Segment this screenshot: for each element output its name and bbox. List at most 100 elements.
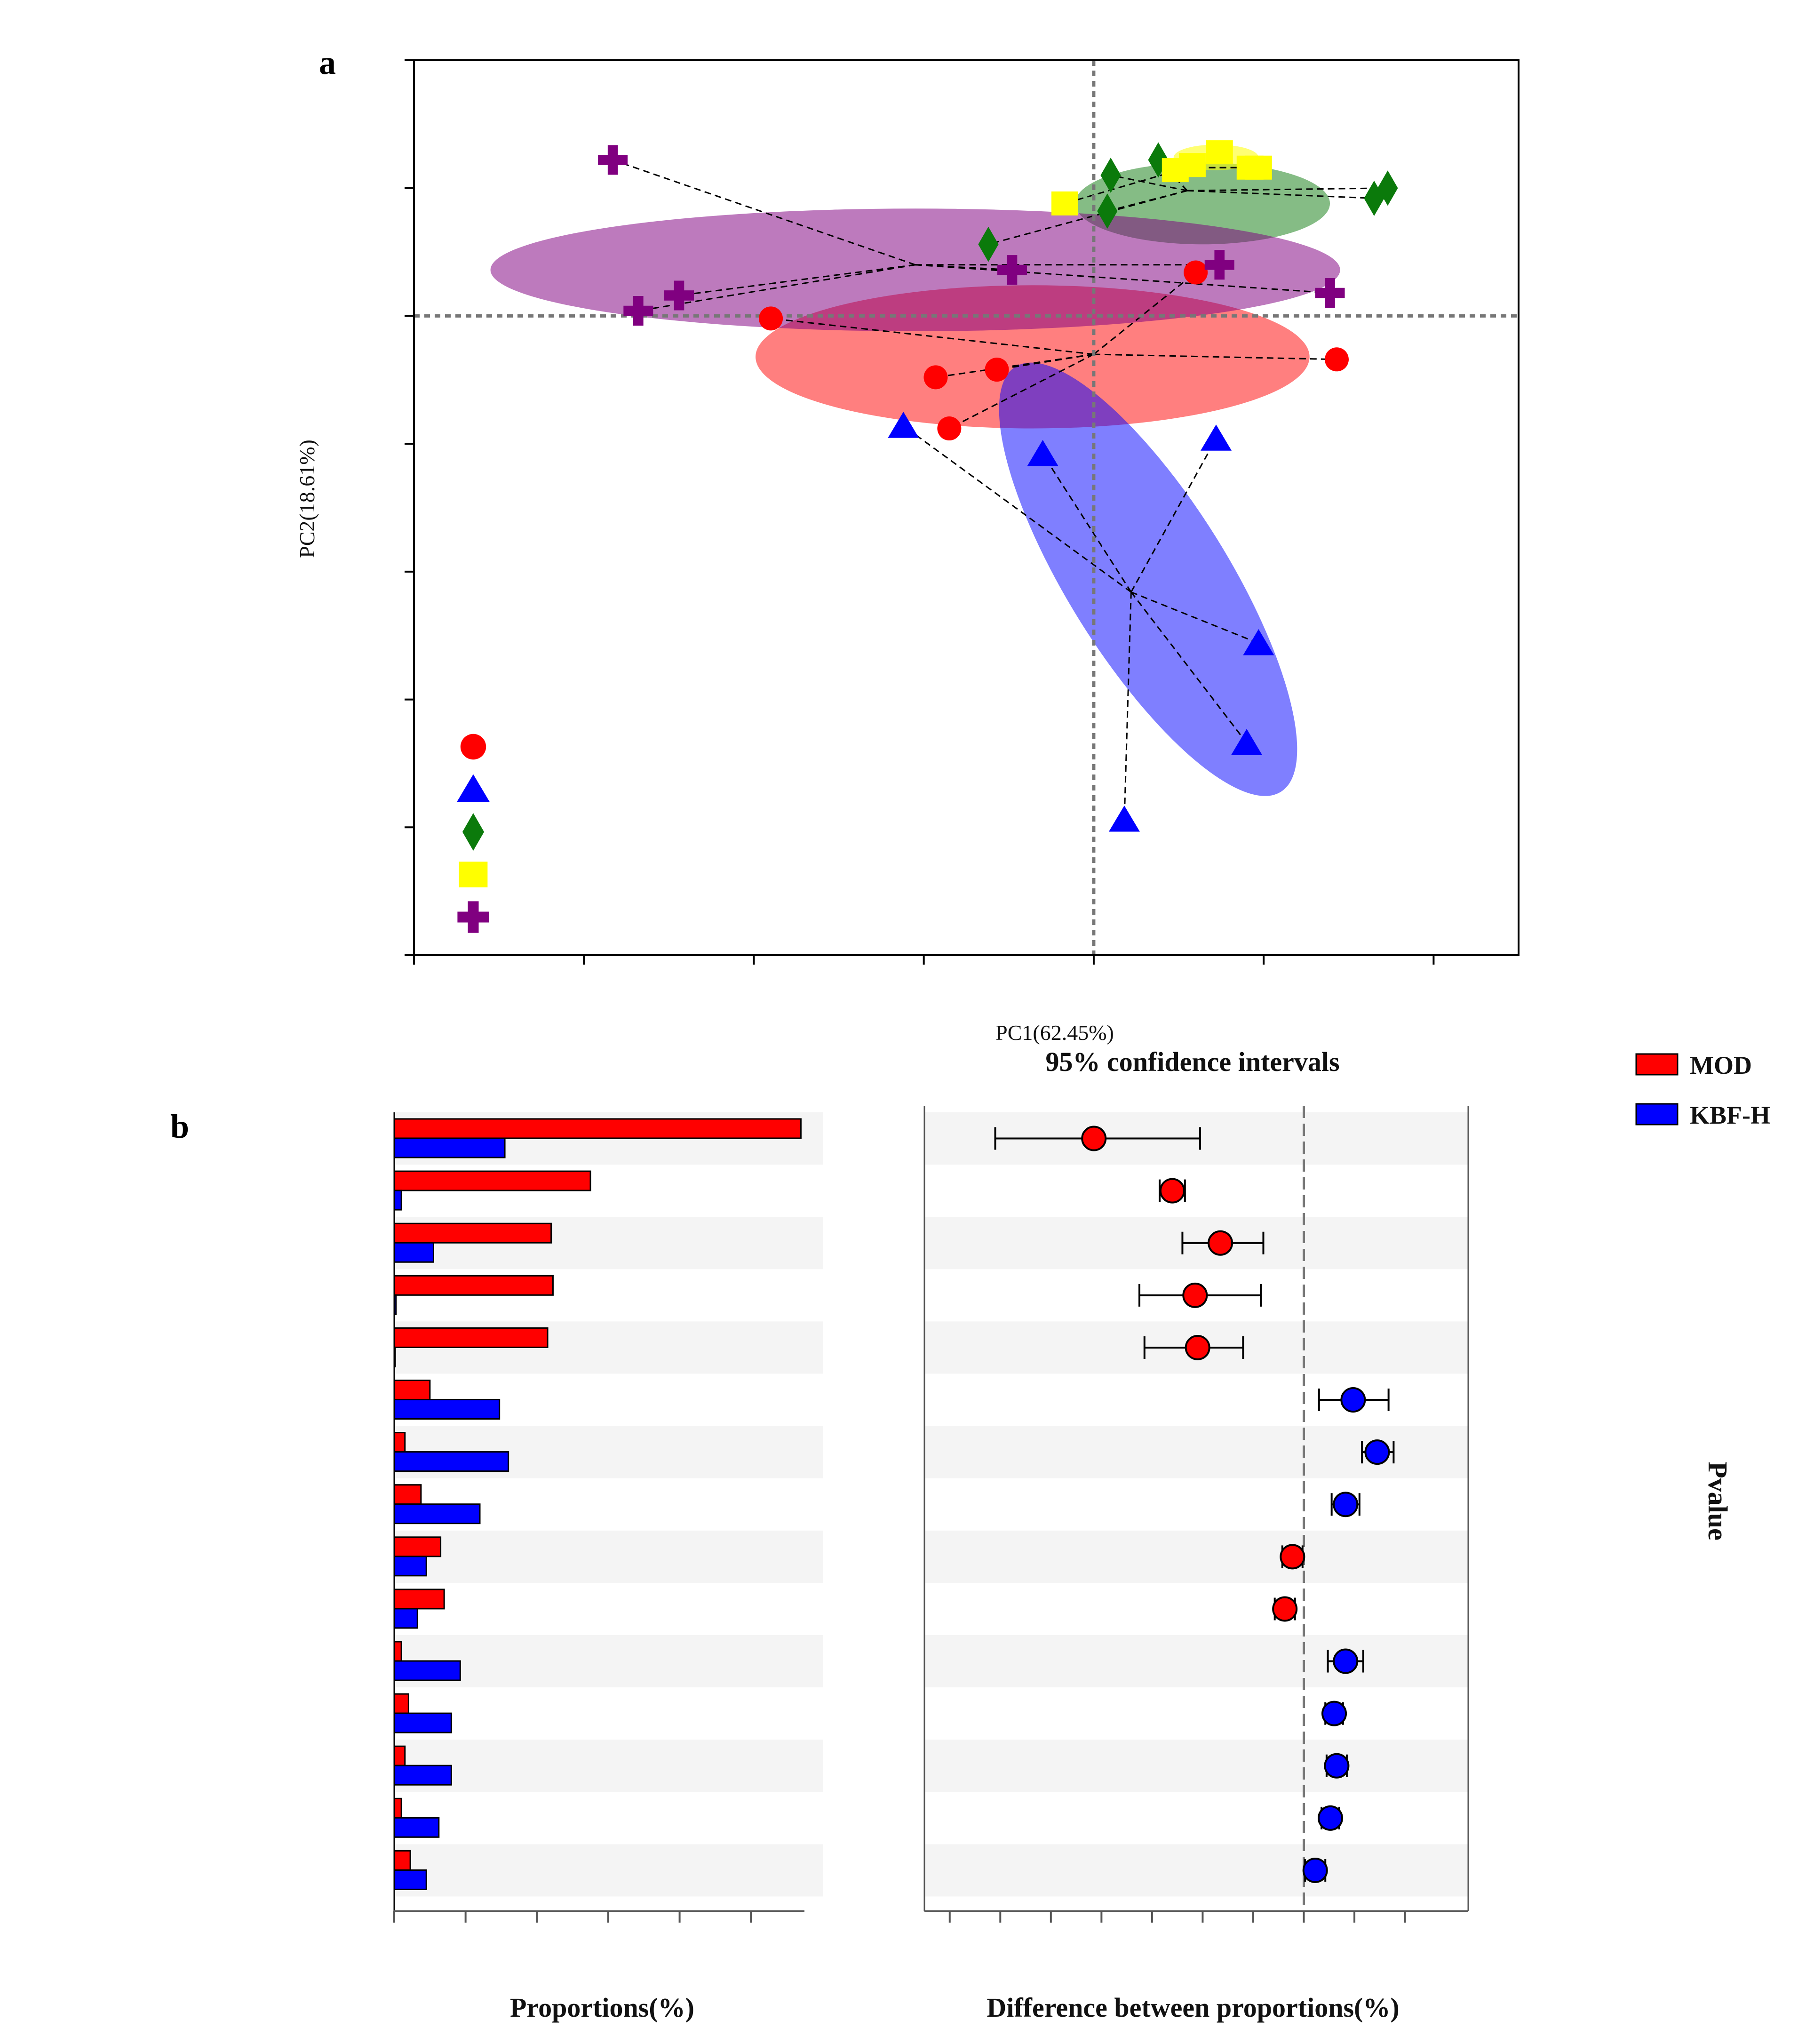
point-mod-3 — [1201, 424, 1232, 451]
point-kbf-h-1 — [598, 145, 628, 175]
spider-con-6 — [1093, 353, 1337, 360]
point-con-3 — [985, 358, 1009, 382]
point-kbf-m-6 — [1245, 155, 1272, 180]
spider-con-4 — [949, 353, 1094, 429]
bar-mod-ruminococcaceae — [393, 1484, 422, 1505]
spider-kbf-l-5 — [1187, 190, 1375, 199]
bar-mod-ucg-005 — [393, 1170, 591, 1191]
spider-mod-1 — [903, 425, 1132, 593]
bar-kbf-h-christensenellaceae-r-7-group — [393, 1556, 427, 1577]
comparison-legend: MOD KBF-H — [1635, 1051, 1770, 1129]
ci-point-ruminococcaceae — [1333, 1492, 1359, 1517]
spider-mod-3 — [1130, 438, 1217, 593]
spider-con-3 — [996, 353, 1094, 371]
proportion-axis-title: Proportions(%) — [510, 1992, 694, 2023]
bar-mod-bifidobacterium — [393, 1118, 802, 1139]
spider-kbf-l-2 — [1110, 175, 1187, 192]
ci-x-axis — [923, 1106, 1469, 1923]
ci-point-monoglobus — [1317, 1805, 1343, 1831]
spider-kbf-h-3 — [679, 264, 915, 296]
legend-kbf-h-label: KBF-H — [1690, 1101, 1770, 1129]
point-kbf-l-6 — [1377, 170, 1398, 206]
legend-marker-kbf-l — [462, 813, 485, 851]
ci-points — [994, 1126, 1395, 1883]
panel-a-label: a — [319, 44, 336, 81]
point-con-1 — [759, 306, 783, 331]
ci-row-stripes — [924, 1112, 1468, 1897]
bar-kbf-h-desulfovibrio — [393, 1869, 427, 1890]
legend-marker-kbf-m — [459, 862, 488, 887]
bar-mod-oscillospiraceae — [393, 1641, 402, 1662]
legend-marker-con — [460, 734, 486, 760]
point-kbf-h-2 — [623, 296, 653, 326]
bar-mod-monoglobus — [393, 1797, 402, 1819]
bar-row-stripe — [394, 1844, 823, 1897]
ci-point-oscillospiraceae — [1324, 1753, 1350, 1779]
point-kbf-l-3 — [1097, 193, 1118, 229]
pcoa-chart: PC1(62.45%) PC2(18.61%) — [295, 59, 1520, 1045]
bar-mod-candidatus-saccharimonas — [393, 1693, 409, 1714]
ellipse-mod — [999, 362, 1297, 796]
spider-mod-6 — [1123, 592, 1132, 820]
ci-point-bifidobacterium — [1081, 1126, 1107, 1151]
bar-mod-escherichia-shigella — [393, 1275, 554, 1296]
ellipse-kbf-h — [490, 208, 1340, 332]
spider-kbf-l-6 — [1187, 187, 1388, 192]
point-con-6 — [1324, 347, 1349, 372]
pcoa-ellipses — [490, 144, 1340, 796]
legend-marker-kbf-h — [457, 901, 489, 933]
point-mod-5 — [1231, 728, 1263, 755]
bar-kbf-h-nk4a214-group — [393, 1242, 434, 1263]
point-con-2 — [923, 365, 948, 390]
ci-point-allobaculum — [1364, 1439, 1390, 1465]
spider-kbf-h-6 — [915, 264, 1330, 294]
pcoa-x-axis-title: PC1(62.45%) — [995, 1021, 1114, 1045]
point-mod-1 — [888, 412, 919, 438]
point-kbf-l-2 — [1100, 158, 1121, 193]
bar-mod-nk4a214-group — [393, 1222, 552, 1244]
pcoa-y-axis-title: PC2(18.61%) — [295, 439, 319, 558]
bar-mod-enterococcus — [393, 1327, 549, 1348]
bar-kbf-h-ruminococcaceae — [393, 1503, 481, 1525]
bar-mod-desulfovibrio — [393, 1850, 411, 1871]
point-mod-4 — [1243, 629, 1274, 655]
legend-marker-mod — [456, 774, 490, 802]
bar-kbf-h-ucg-005 — [393, 1190, 402, 1211]
spider-mod-2 — [1042, 454, 1132, 593]
pcoa-points — [598, 140, 1398, 832]
ci-point-nk4a214-group — [1208, 1230, 1233, 1256]
legend-kbf-h-swatch — [1635, 1103, 1679, 1126]
pcoa-plot-frame — [413, 59, 1520, 956]
pcoa-y-axis — [405, 59, 414, 956]
ci-point-desulfovibrio — [1302, 1857, 1328, 1883]
bar-mod-allobaculum — [393, 1432, 406, 1453]
proportion-x-axis — [393, 1112, 804, 1923]
ci-point-ucg-005 — [1159, 1178, 1185, 1204]
bar-kbf-h-ruminococcus — [393, 1608, 418, 1629]
bar-mod-ruminococcus — [393, 1589, 445, 1610]
bar-row-stripe — [394, 1635, 823, 1688]
point-mod-6 — [1108, 805, 1140, 832]
point-kbf-m-1 — [1051, 191, 1079, 216]
bar-kbf-h-allobaculum — [393, 1451, 509, 1472]
legend-mod-label: MOD — [1690, 1051, 1752, 1079]
bar-mod-clostridia-ucg-014 — [393, 1380, 431, 1400]
ci-row-stripe — [924, 1530, 1468, 1583]
bar-kbf-h-oscillospiraceae — [393, 1660, 461, 1681]
bar-kbf-h-monoglobus — [393, 1817, 440, 1838]
ci-row-stripe — [924, 1740, 1468, 1792]
bar-mod-oscillospiraceae — [393, 1745, 406, 1766]
ci-point-escherichia-shigella — [1182, 1282, 1208, 1308]
point-kbf-h-4 — [997, 255, 1027, 285]
point-mod-2 — [1027, 439, 1058, 466]
ci-title: 95% confidence intervals — [1045, 1046, 1339, 1077]
spider-kbf-h-2 — [638, 264, 915, 312]
bar-row-stripe — [394, 1740, 823, 1792]
pcoa-spider-lines — [613, 152, 1388, 820]
ci-point-oscillospiraceae — [1333, 1648, 1359, 1674]
ci-point-candidatus-saccharimonas — [1321, 1701, 1347, 1726]
point-con-5 — [1184, 260, 1208, 285]
legend-mod-swatch — [1635, 1053, 1679, 1076]
ci-row-stripe — [924, 1844, 1468, 1897]
